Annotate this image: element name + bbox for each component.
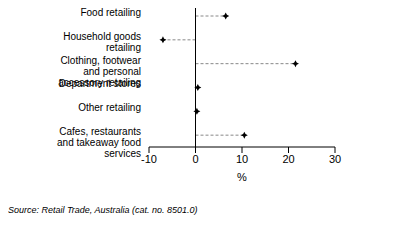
svg-text:20: 20 bbox=[282, 153, 294, 165]
svg-text:Household goodsretailing: Household goodsretailing bbox=[63, 31, 141, 53]
svg-text:%: % bbox=[237, 171, 247, 183]
svg-text:Cafes, restaurantsand takeaway: Cafes, restaurantsand takeaway foodservi… bbox=[57, 126, 141, 159]
svg-text:10: 10 bbox=[236, 153, 248, 165]
svg-text:0: 0 bbox=[192, 153, 198, 165]
svg-text:-10: -10 bbox=[141, 153, 157, 165]
svg-text:Food retailing: Food retailing bbox=[80, 8, 141, 18]
svg-text:30: 30 bbox=[329, 153, 341, 165]
svg-text:Department stores: Department stores bbox=[59, 78, 141, 89]
svg-text:Other retailing: Other retailing bbox=[78, 102, 141, 113]
